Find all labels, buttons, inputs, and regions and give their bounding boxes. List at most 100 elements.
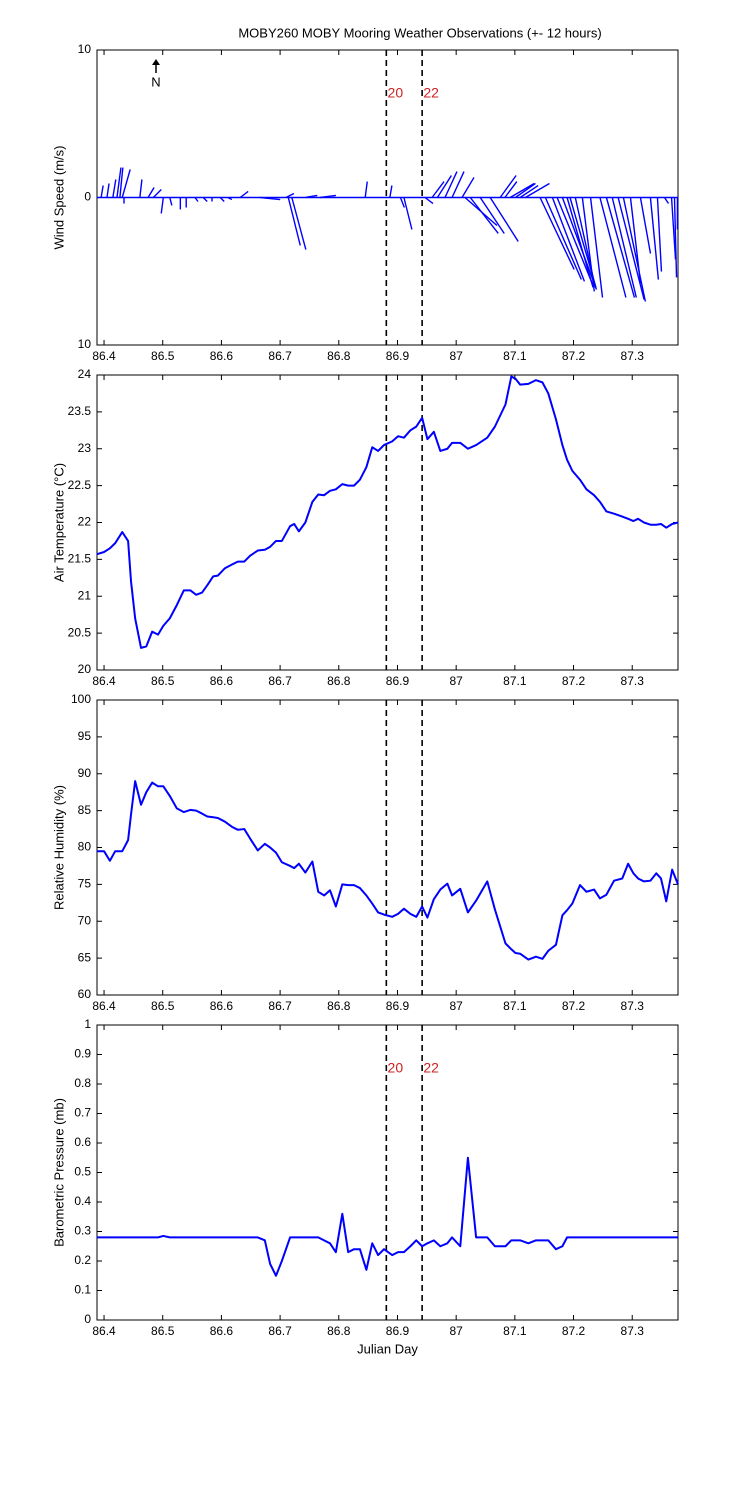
y-tick-label: 21 — [78, 588, 92, 602]
y-tick-label: 0.8 — [74, 1076, 91, 1090]
wind-vector — [285, 192, 295, 199]
x-tick-label: 86.7 — [268, 1324, 292, 1338]
wind-vector — [670, 197, 677, 260]
x-tick-label: 86.4 — [92, 1324, 116, 1338]
data-line — [96, 375, 679, 649]
wind-vector — [319, 194, 337, 199]
y-tick-label: 23 — [78, 441, 92, 455]
wind-vector — [202, 197, 208, 202]
x-tick-label: 87 — [449, 1324, 463, 1338]
wind-vector — [519, 184, 539, 199]
wind-vector — [399, 197, 406, 208]
wind-vector — [431, 181, 445, 198]
x-tick-label: 87.3 — [621, 349, 645, 363]
y-tick-label: 65 — [78, 950, 92, 964]
north-label: N — [151, 74, 160, 89]
x-tick-label: 86.6 — [210, 349, 234, 363]
y-tick-label: 0 — [84, 1312, 91, 1326]
hour-marker-label: 22 — [423, 1060, 439, 1076]
x-tick-label: 87.1 — [503, 1324, 527, 1338]
wind-vector — [673, 197, 678, 278]
x-tick-label: 87.3 — [621, 1324, 645, 1338]
wind-vector — [194, 197, 199, 202]
wind-vector — [539, 197, 575, 270]
x-tick-label: 86.7 — [268, 674, 292, 688]
x-tick-label: 87 — [449, 349, 463, 363]
wind-vector — [451, 171, 465, 198]
y-tick-label: 0 — [84, 190, 91, 204]
y-tick-label: 22.5 — [68, 478, 92, 492]
y-tick-label: 85 — [78, 803, 92, 817]
north-arrow-head — [152, 59, 160, 65]
y-tick-label: 0.7 — [74, 1106, 91, 1120]
y-tick-label: 75 — [78, 877, 92, 891]
x-axis-label: Julian Day — [357, 1341, 418, 1356]
wind-vector — [119, 167, 124, 198]
wind-vector — [444, 171, 458, 198]
y-tick-label: 0.6 — [74, 1135, 91, 1149]
wind-vector — [663, 197, 670, 204]
y-tick-label: 23.5 — [68, 404, 92, 418]
y-tick-label: 100 — [71, 692, 91, 706]
wind-vector — [599, 197, 627, 298]
data-line — [97, 780, 679, 961]
y-tick-label: 80 — [78, 840, 92, 854]
wind-vector — [116, 167, 122, 198]
wind-vector — [152, 189, 162, 198]
y-tick-label: 10 — [78, 337, 92, 351]
wind-vector — [622, 197, 647, 302]
y-tick-label: 10 — [78, 42, 92, 56]
hour-marker-label: 20 — [388, 85, 404, 101]
wind-vector — [260, 196, 281, 201]
wind-vector — [461, 177, 475, 198]
wind-vector — [169, 197, 173, 206]
wind-vector — [556, 197, 594, 286]
y-tick-label: 90 — [78, 766, 92, 780]
x-tick-label: 86.5 — [151, 999, 175, 1013]
wind-vector — [515, 182, 536, 199]
x-tick-label: 86.7 — [268, 349, 292, 363]
x-tick-label: 86.4 — [92, 999, 116, 1013]
wind-vector — [544, 197, 582, 280]
wind-vector — [656, 197, 663, 272]
wind-vector — [649, 197, 660, 280]
wind-vector — [489, 197, 519, 242]
x-tick-label: 86.9 — [386, 349, 410, 363]
wind-vector — [424, 196, 434, 205]
x-tick-label: 87.2 — [562, 674, 586, 688]
y-axis-label: Barometric Pressure (mb) — [51, 1098, 66, 1247]
wind-vector — [611, 197, 637, 298]
x-tick-label: 87.2 — [562, 999, 586, 1013]
wind-vector — [525, 182, 550, 199]
y-tick-label: 20.5 — [68, 625, 92, 639]
wind-vector — [121, 169, 131, 198]
x-tick-label: 86.7 — [268, 999, 292, 1013]
x-tick-label: 87 — [449, 999, 463, 1013]
wind-vector — [239, 190, 249, 199]
data-line — [97, 1156, 678, 1277]
y-axis-label: Relative Humidity (%) — [51, 785, 66, 910]
wind-vector — [106, 183, 110, 198]
x-tick-label: 87.2 — [562, 1324, 586, 1338]
wind-vector — [364, 181, 368, 198]
hour-marker-label: 22 — [423, 85, 439, 101]
x-tick-label: 87.1 — [503, 999, 527, 1013]
wind-vector — [509, 182, 535, 199]
x-tick-label: 87.2 — [562, 349, 586, 363]
x-tick-label: 86.6 — [210, 999, 234, 1013]
x-tick-label: 87 — [449, 674, 463, 688]
y-tick-label: 21.5 — [68, 552, 92, 566]
x-tick-label: 86.4 — [92, 349, 116, 363]
y-axis-label: Wind Speed (m/s) — [51, 145, 66, 249]
wind-vector — [160, 197, 165, 214]
wind-vector — [581, 197, 595, 292]
hour-marker-label: 20 — [388, 1060, 404, 1076]
x-tick-label: 86.8 — [327, 674, 351, 688]
wind-vector — [561, 197, 598, 290]
wind-vector — [629, 197, 642, 284]
wind-vector — [112, 179, 117, 198]
y-tick-label: 20 — [78, 662, 92, 676]
y-tick-label: 22 — [78, 515, 92, 529]
